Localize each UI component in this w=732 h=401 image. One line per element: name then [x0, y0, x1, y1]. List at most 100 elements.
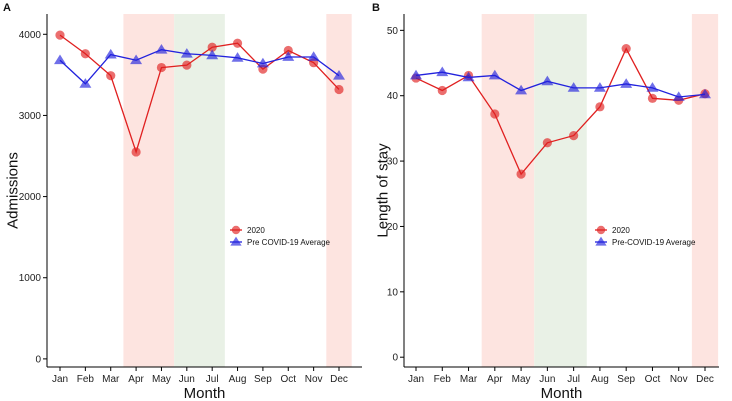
x-tick-label: Oct — [280, 374, 296, 385]
y-tick-label: 30 — [387, 157, 399, 168]
legend: 2020 Pre-COVID-19 Average — [595, 225, 696, 247]
legend-label: 2020 — [247, 226, 265, 235]
series-pre-covid-average-point — [104, 48, 117, 59]
y-tick-label: 0 — [35, 354, 41, 365]
series-pre-covid-average-point — [436, 66, 449, 77]
panel-tag: A — [3, 2, 11, 14]
x-tick-label: Sep — [254, 374, 272, 385]
x-tick-label: Jun — [179, 374, 195, 385]
series-2020-point — [80, 49, 90, 59]
x-tick-label: Jun — [539, 374, 555, 385]
series-2020-line — [59, 34, 340, 155]
series-2020-point — [182, 60, 192, 70]
x-tick-label: Jan — [52, 374, 68, 385]
series-pre-covid-average-point — [488, 69, 501, 80]
series-pre-covid-average-point — [206, 49, 219, 60]
series-pre-covid-average-point — [231, 52, 244, 62]
series-pre-covid-average-point — [672, 91, 685, 101]
x-tick-label: Apr — [128, 374, 144, 385]
y-tick-label: 1000 — [19, 273, 42, 284]
legend-label: Pre-COVID-19 Average — [612, 238, 696, 247]
series-2020-point — [621, 44, 631, 54]
x-tick-label: Feb — [434, 374, 452, 385]
series-2020-point — [283, 45, 293, 56]
legend-key-marker — [230, 236, 242, 246]
series-pre-covid-average-point — [256, 57, 269, 68]
x-tick-label: Nov — [305, 374, 323, 385]
series-pre-covid-average-point — [646, 82, 659, 92]
legend-key-marker — [596, 225, 606, 235]
y-tick-label: 0 — [392, 353, 398, 364]
panel-b: 0 10 20 30 40 50 Jan Feb Mar Apr May Jun Jul Aug Sep Oc… — [372, 2, 719, 401]
x-tick-label: Dec — [696, 374, 714, 385]
x-tick-label: Oct — [645, 374, 661, 385]
series-2020-point — [490, 109, 500, 119]
legend: 2020 Pre COVID-19 Average — [230, 225, 331, 247]
x-tick-label: Nov — [670, 374, 688, 385]
panel-tag: B — [372, 2, 380, 14]
x-tick-label: Apr — [487, 374, 503, 385]
series-2020-point — [232, 38, 243, 48]
series-2020-point — [156, 62, 167, 73]
series-pre-covid-average-point — [462, 71, 475, 82]
y-axis-title: Length of stay — [374, 143, 391, 238]
panel-a: 0 1000 2000 3000 4000 Jan Feb Mar Apr May Jun Jul Au… — [3, 2, 362, 401]
y-tick-label: 40 — [387, 91, 399, 102]
series-2020-point — [55, 30, 65, 40]
x-tick-label: Jan — [408, 374, 424, 385]
series-pre-covid-average-point — [130, 54, 143, 65]
x-tick-label: Sep — [617, 374, 635, 385]
series-pre-covid-average-point — [699, 88, 711, 99]
y-axis-title: Admissions — [4, 152, 21, 229]
series-pre-covid-average-point — [593, 82, 606, 92]
x-tick-label: May — [512, 374, 531, 385]
shaded-region-3 — [326, 14, 352, 367]
series-2020-point — [334, 84, 344, 95]
series-pre-covid-average-point — [54, 54, 66, 65]
series-2020-point — [131, 147, 141, 157]
x-tick-label: May — [152, 374, 171, 385]
x-tick-label: Aug — [591, 374, 609, 385]
series-pre-covid-average-point — [155, 44, 168, 54]
series-2020-point — [569, 130, 579, 141]
shaded-region-2 — [534, 14, 587, 367]
legend-label: 2020 — [612, 226, 630, 235]
series-2020-point — [437, 85, 447, 96]
series-2020-point — [207, 42, 217, 52]
series-pre-covid-average-point — [567, 82, 580, 92]
y-tick-label: 2000 — [19, 192, 42, 203]
series-pre-covid-average-point — [620, 78, 633, 88]
series-pre-covid-average-point — [282, 51, 295, 61]
x-tick-label: Feb — [77, 374, 95, 385]
series-2020-point — [542, 138, 552, 148]
series-2020-point — [595, 102, 605, 112]
series-pre-covid-average-point — [333, 69, 345, 80]
series-pre-covid-average-line — [59, 49, 340, 85]
series-pre-covid-average-point — [307, 51, 320, 61]
shaded-region-2 — [174, 14, 225, 367]
x-tick-label: Dec — [330, 374, 348, 385]
legend-key-marker — [595, 236, 607, 246]
y-tick-label: 20 — [387, 222, 399, 233]
x-axis-title: Month — [184, 385, 226, 401]
legend-key-marker — [231, 225, 241, 235]
x-tick-label: Jul — [206, 374, 219, 385]
series-2020-point — [647, 93, 658, 103]
shaded-region-3 — [691, 14, 719, 367]
series-pre-covid-average-point — [515, 84, 528, 95]
x-tick-label: Jul — [567, 374, 580, 385]
x-tick-label: Aug — [229, 374, 247, 385]
series-2020-point — [516, 169, 526, 179]
series-pre-covid-average-point — [541, 75, 554, 86]
series-pre-covid-average-point — [410, 69, 422, 80]
y-tick-label: 10 — [387, 287, 399, 298]
y-tick-label: 4000 — [19, 30, 42, 41]
shaded-region-1 — [481, 14, 535, 367]
x-tick-label: Mar — [102, 374, 120, 385]
series-2020-point — [106, 71, 116, 81]
shaded-region-1 — [123, 14, 175, 367]
x-axis-title: Month — [541, 385, 583, 401]
series-pre-covid-average-point — [180, 48, 193, 58]
legend-label: Pre COVID-19 Average — [247, 238, 331, 247]
